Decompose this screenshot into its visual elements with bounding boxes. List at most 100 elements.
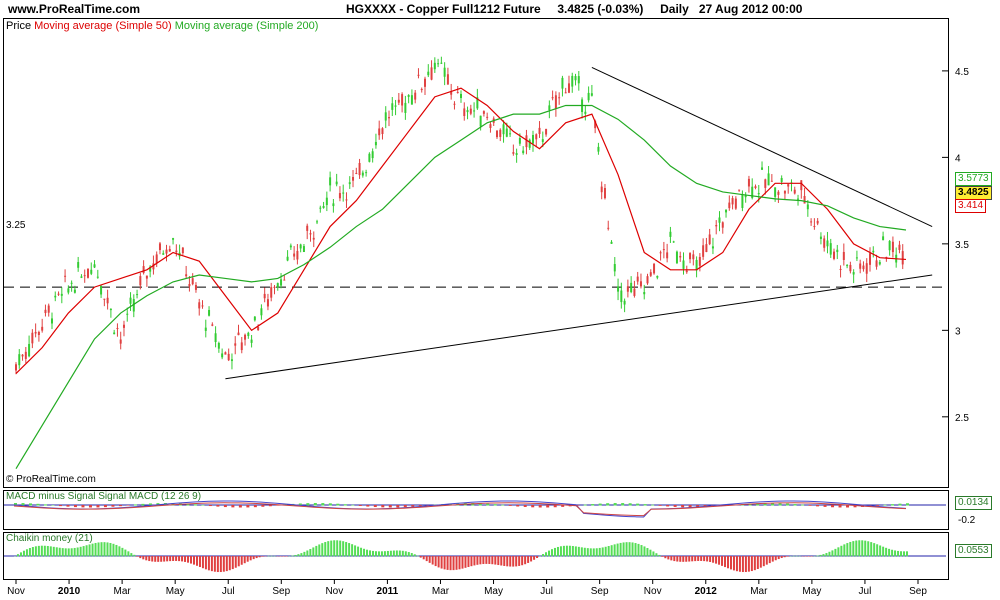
- chaikin-bar: [768, 556, 771, 564]
- macd-histogram-bar: [351, 504, 355, 506]
- price-candle: [420, 89, 423, 91]
- chaikin-bar: [807, 556, 810, 557]
- chaikin-bar: [577, 546, 580, 557]
- chaikin-bar: [506, 556, 509, 567]
- y-tick-label: 3: [955, 326, 961, 337]
- chaikin-bar: [747, 556, 750, 572]
- price-candle: [90, 269, 93, 274]
- macd-histogram-bar: [133, 504, 137, 506]
- chaikin-bar: [398, 550, 401, 557]
- price-candle: [100, 285, 103, 295]
- price-candle: [397, 99, 400, 103]
- price-candle: [430, 67, 433, 80]
- chaikin-bar: [103, 542, 106, 557]
- y-tick-label: 4: [955, 153, 961, 164]
- price-candle: [852, 272, 855, 275]
- last-price-box: 3.4825: [955, 186, 992, 200]
- chaikin-bar: [410, 553, 413, 557]
- macd-histogram-bar: [238, 505, 242, 508]
- price-candle: [682, 260, 685, 269]
- macd-histogram-bar: [28, 503, 32, 506]
- macd-histogram-bar: [553, 505, 557, 508]
- macd-histogram-bar: [126, 505, 130, 506]
- chaikin-bar: [738, 556, 741, 572]
- price-candle: [813, 226, 816, 228]
- chaikin-bar: [458, 556, 461, 570]
- chaikin-bar: [906, 551, 908, 557]
- price-candle: [358, 162, 361, 176]
- chaikin-bar: [565, 545, 568, 557]
- macd-histogram-bar: [313, 503, 317, 506]
- chaikin-bar: [888, 548, 891, 557]
- chaikin-bar: [542, 554, 545, 557]
- price-candle: [322, 206, 325, 208]
- price-candle: [28, 343, 31, 357]
- price-candle: [453, 103, 456, 105]
- macd-histogram-bar: [628, 503, 632, 506]
- chaikin-bar: [234, 556, 237, 568]
- price-candle: [237, 332, 240, 336]
- price-candle: [15, 364, 17, 371]
- price-candle: [685, 270, 688, 273]
- chaikin-bar: [446, 556, 449, 570]
- macd-histogram-bar: [321, 503, 325, 506]
- chaikin-bar: [831, 550, 834, 557]
- chaikin-bar: [732, 556, 735, 571]
- price-candle: [512, 152, 515, 154]
- chaikin-bar: [64, 548, 67, 557]
- price-candle: [623, 300, 626, 305]
- price-candle: [446, 74, 449, 85]
- price-candle: [348, 182, 351, 185]
- chaikin-bar: [109, 542, 112, 557]
- macd-histogram-bar: [598, 503, 602, 506]
- price-candle: [528, 139, 531, 148]
- price-candle: [610, 241, 613, 244]
- chaikin-bar: [885, 547, 888, 557]
- price-candle: [636, 276, 639, 282]
- price-candle: [57, 293, 60, 295]
- macd-histogram-bar: [538, 505, 542, 508]
- price-candle: [329, 177, 332, 186]
- price-candle: [37, 331, 40, 335]
- copyright: © ProRealTime.com: [6, 474, 96, 485]
- chaikin-bar: [655, 553, 658, 557]
- macd-histogram-bar: [606, 503, 610, 506]
- price-candle: [450, 91, 453, 95]
- chaikin-bar: [151, 556, 154, 562]
- price-candle: [617, 286, 620, 292]
- price-candle: [689, 253, 692, 260]
- price-candle: [18, 354, 21, 366]
- chaikin-bar: [700, 556, 703, 561]
- chaikin-bar: [315, 545, 318, 557]
- price-candle: [721, 222, 724, 228]
- price-candle: [787, 184, 790, 187]
- chaikin-bar: [524, 556, 527, 565]
- price-panel[interactable]: [3, 18, 949, 488]
- chaikin-bar: [222, 556, 225, 572]
- price-legend: Price Moving average (Simple 50) Moving …: [6, 20, 318, 32]
- chaikin-bar: [882, 546, 885, 557]
- chaikin-bar: [70, 548, 73, 557]
- macd-histogram-bar: [883, 504, 887, 506]
- price-candle: [217, 342, 220, 349]
- price-candle: [234, 343, 237, 346]
- price-candle: [24, 351, 27, 359]
- price-candle: [639, 281, 642, 287]
- macd-histogram-bar: [876, 505, 880, 506]
- price-candle: [21, 354, 24, 357]
- chaikin-bar: [631, 542, 634, 557]
- price-candle: [764, 179, 767, 188]
- macd-histogram-bar: [891, 504, 895, 506]
- macd-histogram-bar: [43, 504, 47, 506]
- price-candle: [669, 231, 672, 237]
- chaikin-bar: [55, 547, 58, 557]
- price-candle: [731, 198, 734, 205]
- price-candle: [816, 220, 819, 224]
- chaikin-bar: [485, 556, 488, 564]
- chaikin-bar: [190, 556, 193, 564]
- price-candle: [283, 279, 286, 281]
- macd-panel[interactable]: [3, 490, 949, 530]
- chaikin-bar: [213, 556, 216, 572]
- macd-histogram-bar: [651, 504, 655, 506]
- chaikin-bar: [366, 549, 369, 557]
